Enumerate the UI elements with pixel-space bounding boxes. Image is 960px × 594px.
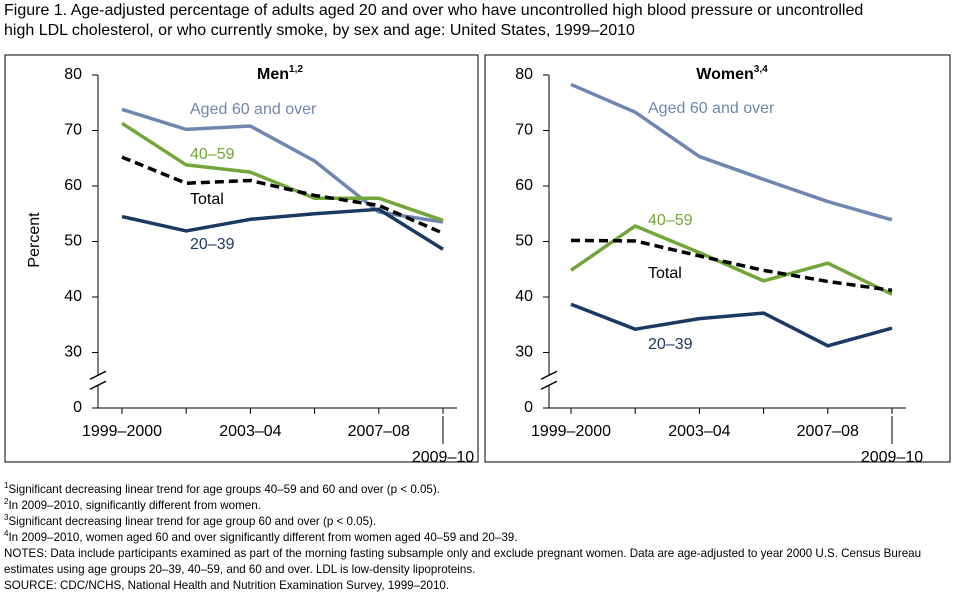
- figure-title: Figure 1. Age-adjusted percentage of adu…: [4, 2, 864, 39]
- x-tick-label: 2003–04: [668, 423, 730, 440]
- axis-break: [540, 370, 558, 380]
- y-tick-label: 30: [515, 344, 533, 361]
- panel-frame: [4, 54, 479, 463]
- x-tick-label: 2009–10: [412, 449, 474, 466]
- x-tick-label: 2007–08: [348, 423, 410, 440]
- footnotes: 1Significant decreasing linear trend for…: [4, 482, 956, 594]
- y-tick-label: 40: [64, 288, 82, 305]
- footnote-text: Significant decreasing linear trend for …: [8, 515, 377, 528]
- notes: NOTES: Data include participants examine…: [4, 547, 922, 576]
- footnote-text: In 2009–2010, significantly different fr…: [8, 499, 261, 512]
- series-line: [570, 224, 893, 296]
- series-line: [570, 238, 893, 293]
- footnote: 2In 2009–2010, significantly different f…: [4, 498, 956, 514]
- y-tick-label: 80: [64, 66, 82, 83]
- series-line: [570, 302, 893, 348]
- series-line: [121, 121, 444, 223]
- series-label: 20–39: [648, 336, 693, 353]
- x-tick-label: 1999–2000: [531, 423, 611, 440]
- y-tick-label: 70: [64, 122, 82, 139]
- footnote: 4In 2009–2010, women aged 60 and over si…: [4, 530, 956, 546]
- series-line: [570, 82, 893, 222]
- footnote-text: In 2009–2010, women aged 60 and over sig…: [8, 531, 518, 544]
- series-line: [121, 207, 444, 251]
- footnote-text: Significant decreasing linear trend for …: [8, 483, 440, 496]
- footnote-mark: 4: [4, 529, 9, 539]
- chart-title: Women3,4: [696, 64, 768, 84]
- y-tick-label: 30: [64, 344, 82, 361]
- y-axis-label: Percent: [26, 212, 43, 268]
- series-label: 40–59: [190, 146, 235, 163]
- series-label: Total: [190, 191, 224, 208]
- x-tick-label: 1999–2000: [82, 423, 162, 440]
- x-tick-label: 2009–10: [861, 449, 923, 466]
- source: SOURCE: CDC/NCHS, National Health and Nu…: [4, 579, 450, 592]
- axis-break: [540, 380, 558, 390]
- chart-title-note: 1,2: [289, 64, 303, 75]
- chart-title-text: Women: [696, 66, 753, 83]
- axis-break: [89, 380, 107, 390]
- y-tick-label: 50: [64, 233, 82, 250]
- y-tick-label: 70: [515, 122, 533, 139]
- y-tick-label: 0: [73, 399, 82, 416]
- series-label: Aged 60 and over: [648, 100, 775, 117]
- x-tick-label: 2003–04: [219, 423, 281, 440]
- footnote-mark: 2: [4, 497, 9, 507]
- chart-title-note: 3,4: [754, 64, 768, 75]
- y-tick-label: 60: [64, 177, 82, 194]
- series-label: 20–39: [190, 236, 235, 253]
- footnote: 1Significant decreasing linear trend for…: [4, 482, 956, 498]
- chart-title: Men1,2: [257, 64, 303, 84]
- series-label: 40–59: [648, 212, 693, 229]
- y-tick-label: 50: [515, 233, 533, 250]
- footnote-mark: 3: [4, 513, 9, 523]
- series-line: [121, 155, 444, 235]
- series-label: Total: [648, 265, 682, 282]
- y-tick-label: 60: [515, 177, 533, 194]
- y-tick-label: 0: [524, 399, 533, 416]
- x-tick-label: 2007–08: [797, 423, 859, 440]
- axis-break: [89, 370, 107, 380]
- y-tick-label: 80: [515, 66, 533, 83]
- footnote: 3Significant decreasing linear trend for…: [4, 514, 956, 530]
- panel-frame: [484, 54, 951, 463]
- footnote-mark: 1: [4, 481, 9, 491]
- chart-title-text: Men: [257, 66, 289, 83]
- series-line: [121, 107, 444, 224]
- y-tick-label: 40: [515, 288, 533, 305]
- series-label: Aged 60 and over: [190, 101, 317, 118]
